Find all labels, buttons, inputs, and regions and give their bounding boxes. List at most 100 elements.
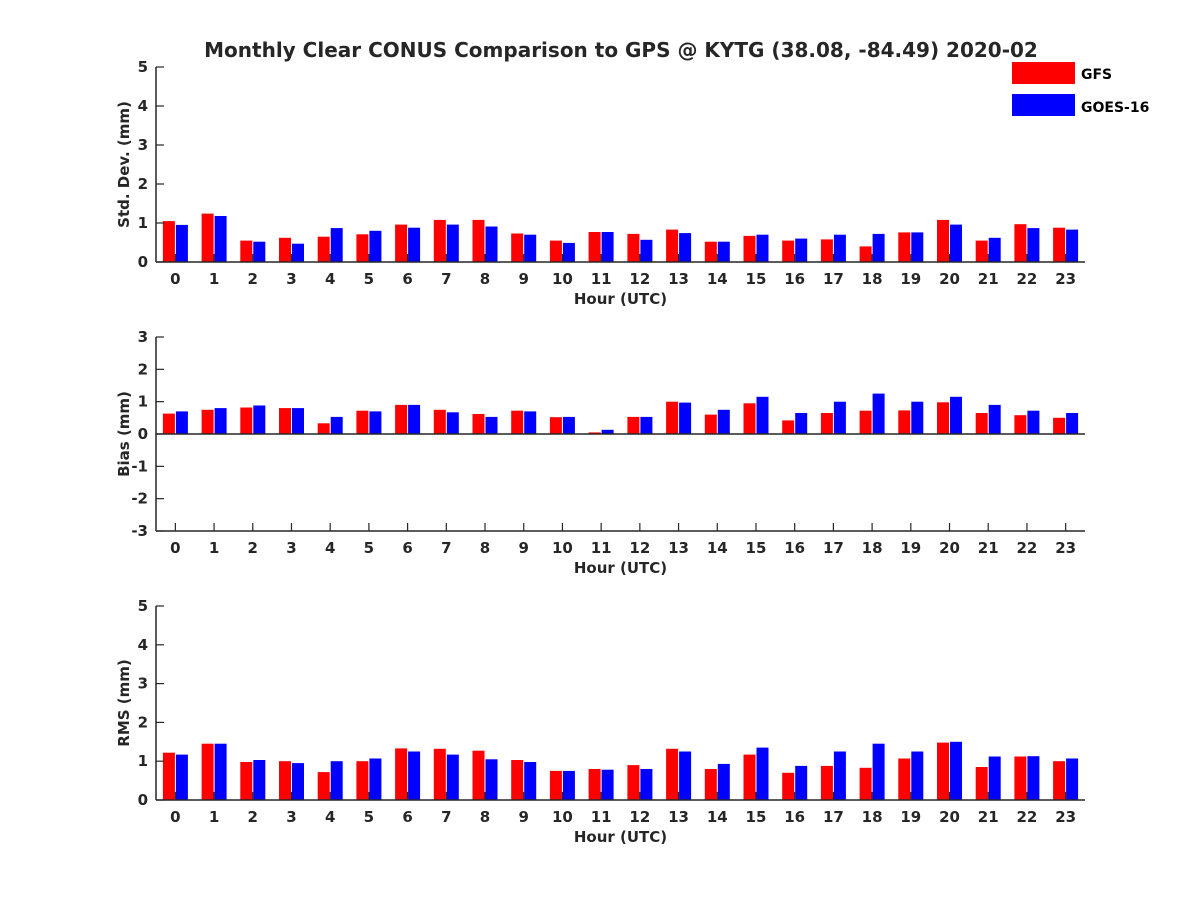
x-tick-label: 15 (746, 539, 767, 557)
bar-goes16-22 (1027, 410, 1040, 434)
x-tick-label: 20 (939, 539, 960, 557)
x-tick-label: 9 (519, 808, 529, 826)
y-tick-label: -2 (131, 490, 148, 508)
bar-goes16-13 (679, 402, 692, 434)
bar-gfs-10 (549, 417, 562, 434)
x-tick-label: 21 (978, 539, 999, 557)
y-tick-label: 2 (138, 713, 148, 731)
bar-gfs-21 (975, 240, 988, 262)
bar-gfs-22 (1014, 224, 1027, 262)
x-tick-label: 1 (209, 539, 219, 557)
bar-gfs-19 (898, 232, 911, 262)
x-tick-label: 23 (1055, 808, 1076, 826)
bar-goes16-9 (524, 234, 537, 262)
y-tick-label: 1 (138, 214, 148, 232)
x-tick-label: 3 (286, 808, 296, 826)
bar-goes16-0 (175, 224, 188, 262)
bar-goes16-3 (292, 243, 304, 262)
bar-goes16-8 (485, 416, 498, 434)
x-tick-label: 6 (402, 808, 412, 826)
x-tick-label: 11 (591, 539, 612, 557)
bar-gfs-12 (627, 233, 640, 262)
x-tick-label: 19 (900, 808, 921, 826)
bar-gfs-5 (356, 234, 369, 262)
bar-gfs-16 (782, 420, 795, 434)
y-tick-label: 3 (138, 328, 148, 346)
x-tick-label: 19 (900, 270, 921, 288)
bar-goes16-12 (640, 239, 653, 262)
legend-swatch-gfs (1012, 62, 1075, 84)
bar-gfs-1 (201, 213, 214, 262)
x-tick-label: 15 (746, 270, 767, 288)
x-tick-label: 15 (746, 808, 767, 826)
bar-gfs-15 (743, 403, 756, 434)
bar-gfs-0 (162, 752, 175, 800)
x-tick-label: 22 (1017, 539, 1038, 557)
bar-goes16-19 (911, 232, 924, 262)
bar-gfs-12 (627, 765, 640, 800)
x-tick-label: 8 (480, 270, 490, 288)
x-tick-label: 12 (629, 539, 650, 557)
bar-gfs-15 (743, 754, 756, 800)
bar-goes16-21 (988, 237, 1001, 262)
x-axis-label: Hour (UTC) (574, 559, 667, 577)
bar-goes16-9 (524, 762, 537, 800)
bar-gfs-22 (1014, 756, 1027, 800)
y-tick-label: 4 (138, 636, 148, 654)
bar-gfs-17 (820, 239, 833, 262)
bar-goes16-7 (446, 224, 459, 262)
bar-gfs-9 (511, 233, 524, 262)
bar-goes16-10 (562, 242, 575, 262)
bar-goes16-15 (756, 747, 769, 800)
x-tick-label: 19 (900, 539, 921, 557)
bar-gfs-18 (859, 246, 872, 262)
y-tick-label: 2 (138, 175, 148, 193)
bar-gfs-7 (433, 219, 446, 262)
bar-gfs-18 (859, 767, 872, 800)
x-tick-label: 14 (707, 808, 728, 826)
bar-goes16-17 (833, 751, 846, 800)
bar-gfs-20 (937, 742, 949, 800)
x-tick-label: 6 (402, 270, 412, 288)
bar-goes16-18 (872, 743, 885, 800)
x-tick-label: 4 (325, 808, 335, 826)
bar-gfs-9 (511, 760, 524, 800)
x-axis-label: Hour (UTC) (574, 828, 667, 846)
x-tick-label: 0 (170, 539, 180, 557)
bar-gfs-4 (317, 772, 330, 800)
y-tick-label: 0 (138, 791, 148, 809)
bar-gfs-14 (704, 241, 717, 262)
bar-gfs-11 (588, 232, 601, 262)
y-tick-label: 0 (138, 253, 148, 271)
x-tick-label: 2 (248, 539, 258, 557)
y-tick-label: 4 (138, 97, 148, 115)
bar-goes16-20 (950, 224, 962, 262)
y-tick-label: 3 (138, 675, 148, 693)
x-tick-label: 16 (784, 808, 805, 826)
bar-goes16-4 (330, 416, 343, 434)
x-axis-label: Hour (UTC) (574, 290, 667, 308)
y-tick-label: -1 (131, 457, 148, 475)
bar-goes16-1 (214, 743, 227, 800)
bar-goes16-2 (253, 405, 266, 434)
chart-title: Monthly Clear CONUS Comparison to GPS @ … (204, 38, 1038, 62)
bar-goes16-10 (562, 416, 575, 434)
x-tick-label: 8 (480, 808, 490, 826)
bar-goes16-11 (601, 769, 614, 800)
bar-gfs-14 (704, 414, 717, 434)
bar-gfs-17 (820, 765, 833, 800)
bar-goes16-10 (562, 770, 575, 800)
bar-gfs-13 (666, 229, 679, 262)
x-tick-label: 23 (1055, 539, 1076, 557)
x-tick-label: 13 (668, 808, 689, 826)
bar-goes16-6 (408, 227, 421, 262)
x-tick-label: 5 (364, 808, 374, 826)
x-tick-label: 11 (591, 808, 612, 826)
bar-gfs-9 (511, 410, 524, 434)
bar-gfs-1 (201, 409, 214, 435)
x-tick-label: 18 (862, 808, 883, 826)
bar-gfs-19 (898, 758, 911, 800)
bar-goes16-14 (717, 241, 730, 262)
bar-gfs-4 (317, 236, 330, 262)
